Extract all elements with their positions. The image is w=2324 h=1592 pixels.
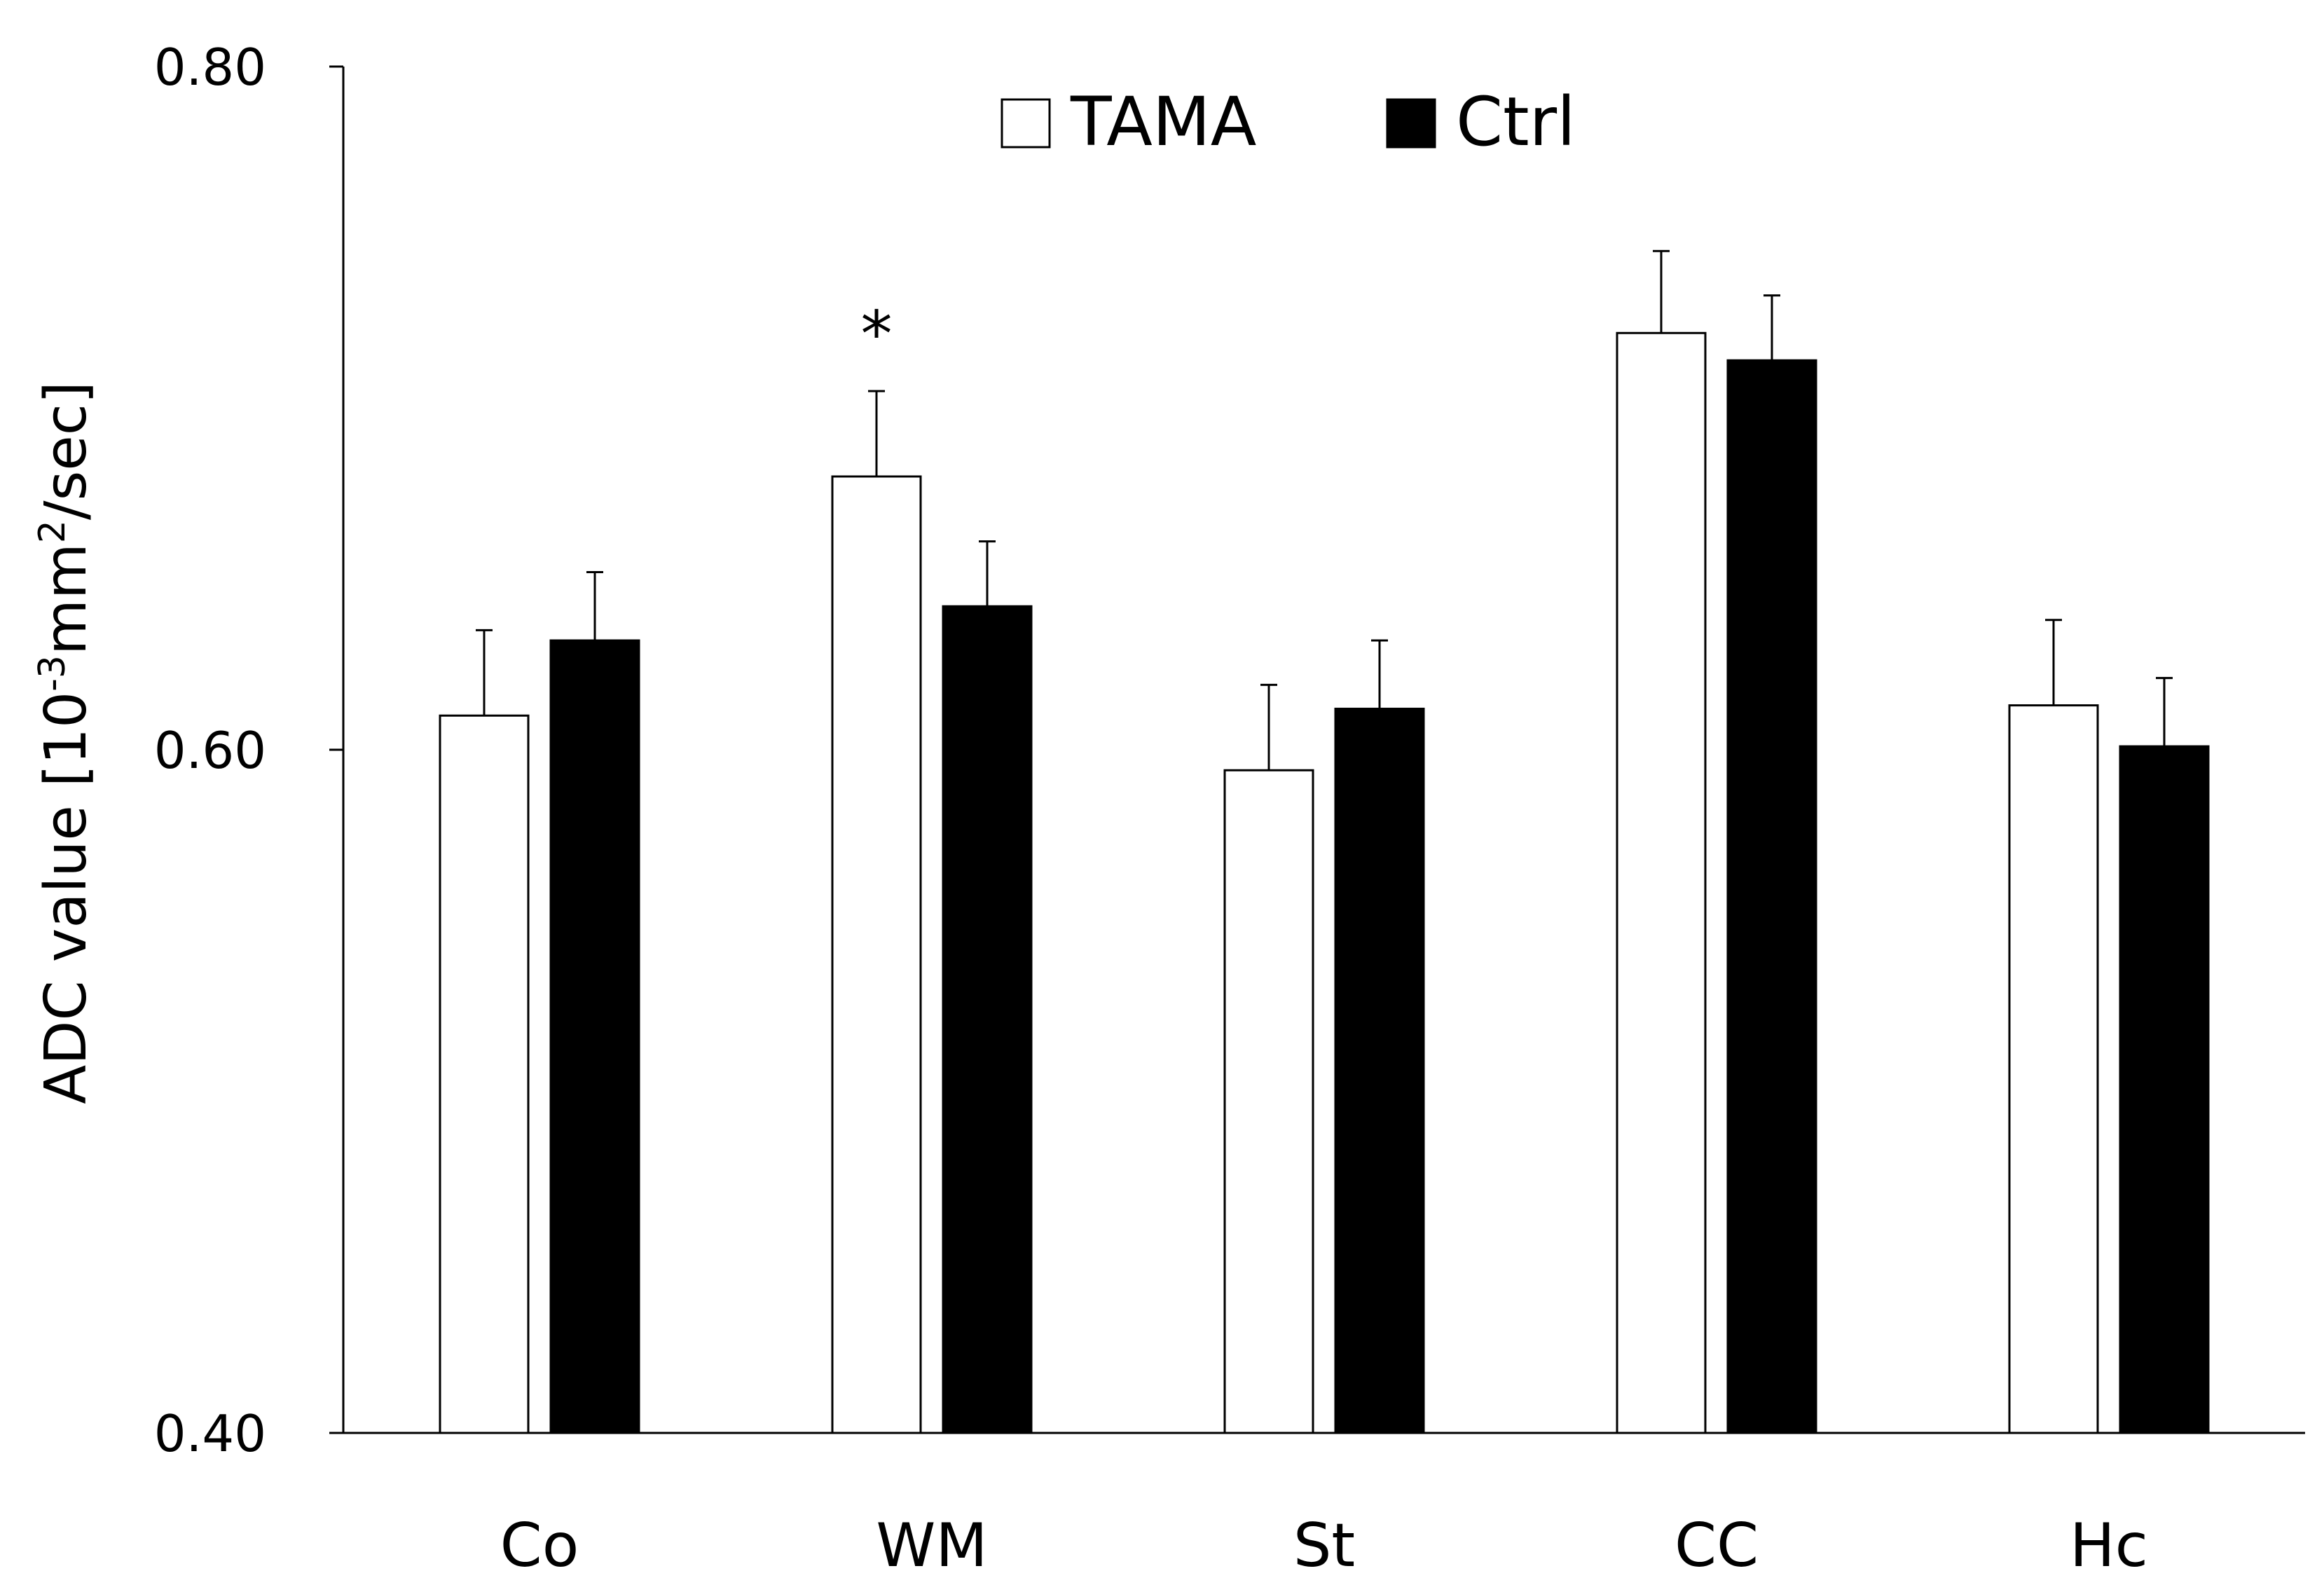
y-tick-label: 0.40 <box>154 1404 266 1463</box>
legend-label-tama: TAMA <box>1070 83 1256 161</box>
legend: TAMA Ctrl <box>1001 83 1576 161</box>
significance-marker: * <box>861 298 893 371</box>
bar-ctrl-co <box>549 639 640 1434</box>
y-tick-label: 0.80 <box>154 38 266 97</box>
y-axis-ticks: 0.80 0.60 0.40 <box>154 38 343 1463</box>
x-axis-labels: Co WM St CC Hc <box>500 1511 2148 1581</box>
bar-tama-co <box>439 714 530 1434</box>
bar-ctrl-hc <box>2119 745 2210 1434</box>
y-axis-title: ADC value [10-3mm2/sec] <box>32 381 99 1104</box>
x-tick-label: Co <box>500 1511 579 1581</box>
legend-label-ctrl: Ctrl <box>1456 83 1576 161</box>
legend-swatch-ctrl <box>1386 98 1436 149</box>
bar-ctrl-cc <box>1726 359 1817 1434</box>
annotations: * <box>861 298 893 371</box>
error-bars <box>476 249 2173 771</box>
bar-tama-st <box>1223 769 1314 1434</box>
bar-ctrl-wm <box>942 605 1033 1434</box>
bar-tama-hc <box>2008 704 2099 1434</box>
y-tick-label: 0.60 <box>154 721 266 780</box>
x-tick-label: Hc <box>2070 1511 2148 1581</box>
bar-tama-cc <box>1616 331 1707 1434</box>
x-tick-label: St <box>1293 1511 1355 1581</box>
bar-tama-wm <box>831 475 922 1434</box>
bars <box>439 331 2210 1434</box>
legend-swatch-tama <box>1001 98 1051 149</box>
x-tick-label: CC <box>1675 1511 1759 1581</box>
x-tick-label: WM <box>876 1511 987 1581</box>
bar-ctrl-st <box>1334 708 1425 1434</box>
